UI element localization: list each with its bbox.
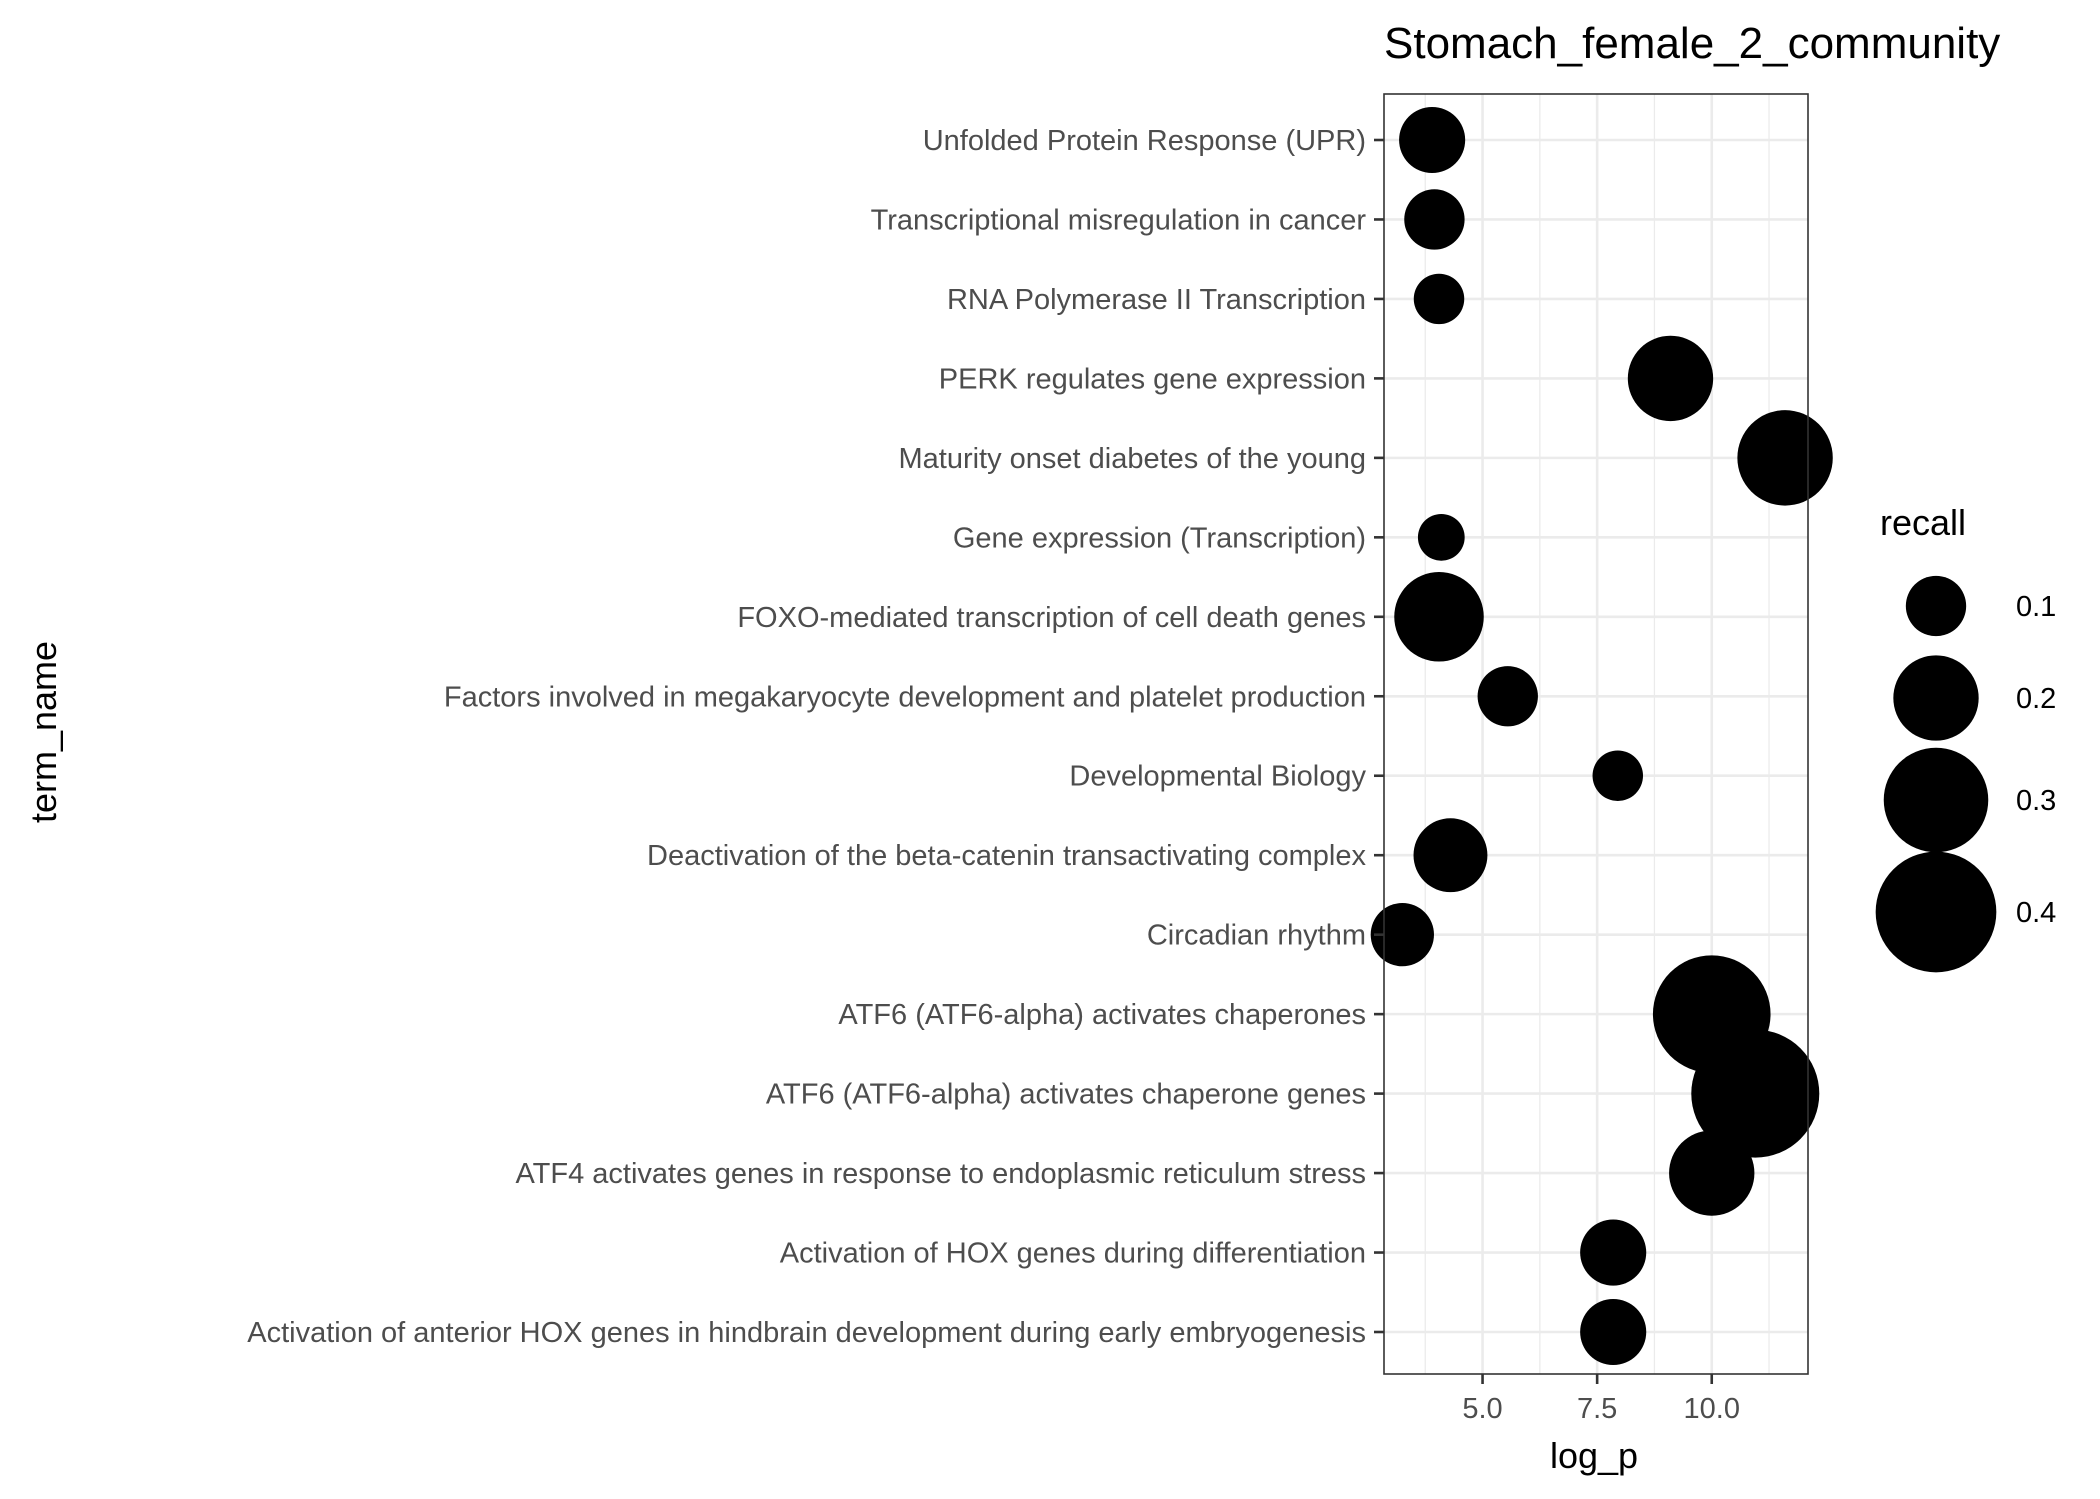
- data-point: [1413, 273, 1465, 325]
- y-tick-label: Deactivation of the beta-catenin transac…: [647, 840, 1366, 872]
- y-tick-label: Circadian rhythm: [1147, 920, 1366, 952]
- x-axis: 5.0 7.5 10.0: [1462, 1374, 1740, 1425]
- y-tick-label: Unfolded Protein Response (UPR): [923, 125, 1366, 157]
- y-tick-label: RNA Polymerase II Transcription: [947, 284, 1366, 316]
- y-tick-label: PERK regulates gene expression: [939, 363, 1366, 395]
- data-point: [1370, 903, 1434, 967]
- y-tick-label: Gene expression (Transcription): [953, 522, 1366, 554]
- legend-key: [1893, 655, 1979, 741]
- y-tick-label: Maturity onset diabetes of the young: [898, 443, 1366, 475]
- y-axis-title: term_name: [23, 641, 64, 823]
- y-tick-label: ATF6 (ATF6-alpha) activates chaperones: [838, 999, 1366, 1031]
- data-point: [1413, 818, 1488, 893]
- legend-label: 0.2: [2016, 683, 2056, 715]
- data-point: [1627, 335, 1714, 422]
- data-point: [1399, 106, 1466, 174]
- legend-label: 0.1: [2016, 591, 2056, 623]
- data-point: [1417, 513, 1465, 561]
- legend-items: 0.1 0.2 0.3 0.4: [1875, 575, 2056, 973]
- y-tick-label: Transcriptional misregulation in cancer: [871, 204, 1367, 236]
- y-tick-label: ATF6 (ATF6-alpha) activates chaperone ge…: [766, 1079, 1366, 1111]
- data-point: [1394, 572, 1484, 662]
- size-legend: recall 0.1 0.2 0.3 0.4: [1875, 502, 2056, 973]
- data-point: [1580, 1298, 1647, 1366]
- chart-title: Stomach_female_2_community: [1384, 19, 2000, 68]
- data-point: [1669, 1130, 1755, 1216]
- data-point: [1404, 189, 1465, 250]
- data-points: [1370, 106, 1833, 1366]
- data-point: [1592, 750, 1644, 801]
- data-point: [1580, 1219, 1647, 1286]
- data-point: [1477, 666, 1538, 727]
- x-tick-label: 10.0: [1684, 1393, 1740, 1425]
- y-tick-label: FOXO-mediated transcription of cell deat…: [737, 602, 1366, 634]
- legend-key: [1883, 747, 1989, 853]
- y-tick-label: Developmental Biology: [1069, 761, 1366, 793]
- x-tick-label: 5.0: [1462, 1393, 1502, 1425]
- y-axis: Unfolded Protein Response (UPR) Transcrip…: [247, 125, 1384, 1349]
- y-tick-label: Activation of HOX genes during different…: [780, 1238, 1366, 1270]
- y-tick-label: Factors involved in megakaryocyte develo…: [444, 681, 1366, 713]
- x-axis-title: log_p: [1550, 1435, 1638, 1476]
- legend-title: recall: [1880, 502, 1966, 543]
- legend-key: [1905, 575, 1967, 637]
- x-tick-label: 7.5: [1577, 1393, 1617, 1425]
- y-tick-label: ATF4 activates genes in response to endo…: [515, 1158, 1366, 1190]
- legend-key: [1875, 851, 1997, 973]
- y-tick-label: Activation of anterior HOX genes in hind…: [247, 1317, 1366, 1349]
- legend-label: 0.4: [2016, 897, 2056, 929]
- data-point: [1737, 410, 1833, 506]
- legend-label: 0.3: [2016, 785, 2056, 817]
- data-point: [1691, 1029, 1820, 1158]
